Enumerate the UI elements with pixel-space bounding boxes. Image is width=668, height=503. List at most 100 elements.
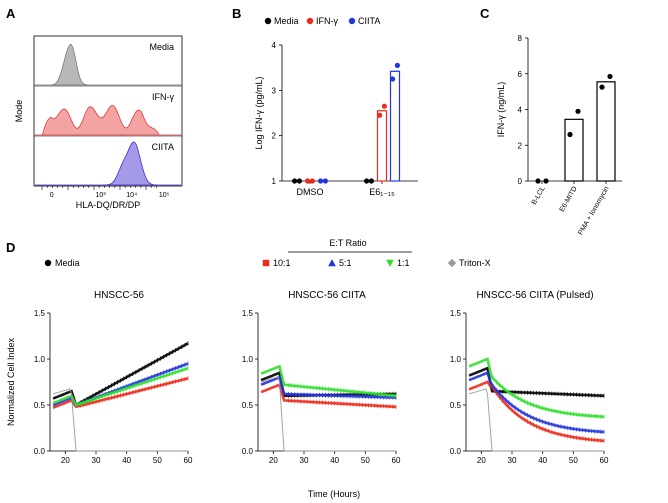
panel-a-tick-label: 10³: [96, 192, 107, 199]
panel-c-category: E6-MITD: [559, 186, 579, 214]
panel-c-point: [575, 108, 581, 114]
panel-d-subplot-1: 0.0 0.5 1.0 1.5 20 30 40 50 60 HNSCC-56 CIITA: [242, 290, 401, 465]
panel-a-tick-label: 10⁴: [126, 192, 137, 199]
panel-d-ratio-title: E:T Ratio: [329, 238, 366, 248]
panel-c-ytick-label: 8: [518, 34, 523, 43]
panel-a-ylabel: Mode: [14, 100, 24, 123]
panel-b-point: [390, 76, 396, 82]
panel-d-ytick-label: 1.0: [242, 355, 254, 364]
panel-d-legend-label: Triton-X: [459, 258, 491, 268]
panel-d-ytick-label: 0.0: [450, 447, 462, 456]
panel-b-legend-label: CIITA: [358, 16, 380, 26]
panel-d-xtick-label: 30: [508, 456, 517, 465]
panel-d-xlabel: Time (Hours): [308, 489, 360, 499]
panel-d-legend-marker: [328, 259, 336, 267]
panel-d-ytick-label: 0.5: [242, 401, 254, 410]
panel-d-ytick-label: 0.0: [34, 447, 46, 456]
panel-d-legend-label: 5:1: [339, 258, 352, 268]
panel-d-series-line: [260, 376, 396, 452]
panel-d-ytick-label: 1.5: [242, 309, 254, 318]
panel-c-ytick-label: 4: [518, 106, 523, 115]
panel-d-ytick-label: 1.0: [34, 355, 46, 364]
panel-d-xtick-label: 20: [61, 456, 70, 465]
panel-a-histograms: Media IFN-γ CIITA 0 10³ 10⁴ 10⁵ HLA-DQ/DR/DP Mod…: [14, 35, 183, 210]
panel-b-legend-label: Media: [274, 16, 299, 26]
panel-c-ylabel: IFN-γ (ng/mL): [496, 82, 506, 138]
panel-b-ytick-label: 3: [272, 86, 277, 95]
panel-d-subplot-title: HNSCC-56 CIITA (Pulsed): [476, 290, 593, 301]
panel-d-xtick-label: 60: [184, 456, 193, 465]
panel-d-legend-label: Media: [55, 258, 80, 268]
panel-b-category: DMSO: [297, 187, 324, 197]
panel-d-xtick-label: 50: [569, 456, 578, 465]
panel-letter-b: B: [232, 6, 241, 21]
panel-b-point: [364, 178, 370, 184]
panel-b-legend-marker: [264, 17, 272, 25]
panel-b-ytick-label: 2: [272, 132, 277, 141]
panel-b-point: [309, 178, 315, 184]
panel-a-tick-label: 10⁵: [159, 192, 170, 199]
panel-d-legend-marker: [262, 259, 270, 267]
panel-b-point: [377, 112, 383, 118]
panel-c-point: [543, 178, 549, 184]
panel-d-ytick-label: 0.5: [34, 401, 46, 410]
panel-b-point: [322, 178, 328, 184]
panel-b-ytick-label: 4: [272, 41, 277, 50]
panel-d-legend-label: 1:1: [397, 258, 410, 268]
histogram-label-0: Media: [149, 42, 174, 52]
panel-d-subplot-2: 0.0 0.5 1.0 1.5 20 30 40 50 60 HNSCC-56 CIITA (Pu…: [450, 290, 609, 465]
histogram-0: [35, 43, 181, 86]
panel-letter-c: C: [480, 6, 490, 21]
histogram-2: [35, 141, 181, 186]
panel-b-legend-label: IFN-γ: [316, 16, 338, 26]
panel-d-subplot-title: HNSCC-56: [94, 290, 144, 301]
panel-d-ytick-label: 0.0: [242, 447, 254, 456]
panel-c-category: B-LCL: [531, 185, 547, 206]
panel-d-xtick-label: 60: [392, 456, 401, 465]
panel-b-ylabel: Log IFN-γ (pg/mL): [254, 76, 264, 149]
panel-b-point: [318, 178, 324, 184]
panel-b-point: [305, 178, 311, 184]
panel-d-ytick-label: 0.5: [450, 401, 462, 410]
panel-c-ytick-label: 6: [518, 70, 523, 79]
histogram-label-2: CIITA: [152, 142, 174, 152]
panel-d-series-line: [468, 388, 604, 452]
panel-letter-d: D: [6, 240, 15, 255]
panel-d-xtick-label: 40: [330, 456, 339, 465]
histogram-1: [35, 105, 181, 136]
panel-d-series-line: [52, 388, 188, 452]
panel-b-legend-marker: [306, 17, 314, 25]
panel-d-xtick-label: 30: [300, 456, 309, 465]
panel-b-legend-marker: [348, 17, 356, 25]
panel-d-ytick-label: 1.0: [450, 355, 462, 364]
panel-b-ytick-label: 1: [272, 177, 277, 186]
panel-b-point: [381, 103, 387, 109]
panel-c-category: PMA + Ionomycin: [577, 185, 610, 236]
panel-b-point: [394, 62, 400, 68]
panel-c-point: [535, 178, 541, 184]
histogram-label-1: IFN-γ: [152, 92, 174, 102]
panel-d-ytick-label: 1.5: [450, 309, 462, 318]
panel-b-bar: [376, 110, 388, 182]
panel-b-point: [292, 178, 298, 184]
panel-b-point: [368, 178, 374, 184]
panel-d-legend-label: 10:1: [273, 258, 291, 268]
panel-c-ytick-label: 0: [518, 177, 523, 186]
panel-a-tick-label: 0: [50, 192, 54, 199]
panel-d-line-charts: Media 10:1 5:1 1:1 Triton-X E:T Ratio 0.0 0.5 1.…: [6, 238, 609, 499]
panel-b-category: E6₁₋₁₅: [369, 187, 395, 197]
panel-c-point: [607, 73, 613, 80]
panel-a-xlabel: HLA-DQ/DR/DP: [76, 200, 141, 210]
panel-c-point: [567, 131, 573, 138]
panel-d-xtick-label: 50: [153, 456, 162, 465]
panel-letter-a: A: [6, 6, 16, 21]
panel-c-bar: [596, 81, 616, 182]
panel-d-xtick-label: 60: [600, 456, 609, 465]
panel-d-ytick-label: 1.5: [34, 309, 46, 318]
panel-d-xtick-label: 20: [269, 456, 278, 465]
panel-d-legend-marker: [44, 259, 52, 267]
panel-c-ytick-label: 2: [518, 141, 523, 150]
panel-d-subplot-0: 0.0 0.5 1.0 1.5 20 30 40 50 60 HNSCC-56: [34, 290, 193, 465]
panel-d-legend-marker: [386, 259, 394, 267]
